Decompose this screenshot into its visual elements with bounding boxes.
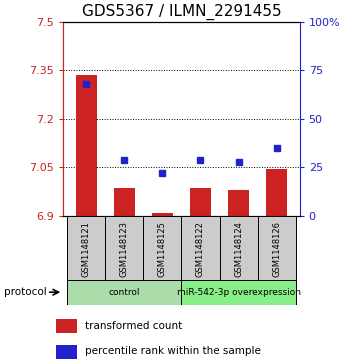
- FancyBboxPatch shape: [219, 216, 258, 281]
- Bar: [114, 188, 135, 216]
- Text: GSM1148126: GSM1148126: [272, 221, 281, 277]
- Text: GSM1148124: GSM1148124: [234, 221, 243, 277]
- FancyBboxPatch shape: [258, 216, 296, 281]
- FancyBboxPatch shape: [105, 216, 143, 281]
- Bar: [228, 190, 249, 216]
- FancyBboxPatch shape: [143, 216, 182, 281]
- Text: GSM1148123: GSM1148123: [120, 221, 129, 277]
- FancyBboxPatch shape: [182, 216, 219, 281]
- Bar: [56, 345, 77, 359]
- Text: protocol: protocol: [4, 287, 46, 297]
- Text: GSM1148122: GSM1148122: [196, 221, 205, 277]
- Title: GDS5367 / ILMN_2291455: GDS5367 / ILMN_2291455: [82, 4, 281, 20]
- Text: GSM1148121: GSM1148121: [82, 221, 91, 277]
- Text: transformed count: transformed count: [85, 321, 182, 331]
- Text: GSM1148125: GSM1148125: [158, 221, 167, 277]
- FancyBboxPatch shape: [67, 216, 105, 281]
- FancyBboxPatch shape: [182, 280, 296, 305]
- Text: miR-542-3p overexpression: miR-542-3p overexpression: [177, 288, 301, 297]
- Bar: [152, 213, 173, 216]
- Text: control: control: [108, 288, 140, 297]
- Text: percentile rank within the sample: percentile rank within the sample: [85, 346, 261, 356]
- Bar: [190, 188, 211, 216]
- Bar: [75, 75, 96, 216]
- Bar: [266, 169, 287, 216]
- Bar: [56, 319, 77, 333]
- FancyBboxPatch shape: [67, 280, 182, 305]
